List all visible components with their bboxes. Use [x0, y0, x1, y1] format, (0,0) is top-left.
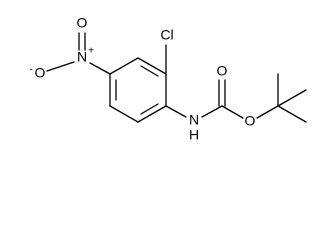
- atom-label: O: [217, 63, 228, 79]
- atom-label: Cl: [160, 27, 173, 43]
- bond: [277, 105, 307, 123]
- page: O - N + O Cl N H O O (() => { const data…: [29, 14, 307, 143]
- atom-label: O: [77, 15, 88, 31]
- bond: [165, 105, 187, 118]
- ring-bond: [137, 57, 167, 75]
- bond: [201, 105, 223, 118]
- charge: +: [88, 46, 94, 57]
- bond: [256, 105, 279, 119]
- atom-labels: O - N + O Cl N H O O: [29, 15, 255, 143]
- atom-label: N: [77, 49, 87, 65]
- bond: [89, 62, 111, 75]
- ring-bond: [109, 57, 139, 75]
- ring-bond: [137, 105, 167, 123]
- atom-label: O: [35, 65, 46, 81]
- charge: -: [29, 65, 32, 76]
- atom-label: O: [245, 113, 256, 129]
- bond: [277, 89, 307, 107]
- bonds: [46, 32, 307, 123]
- bond: [46, 61, 75, 72]
- structure: O - N + O Cl N H O O: [29, 15, 307, 143]
- ring-double-bond: [140, 65, 159, 77]
- ring-double-bond: [140, 103, 159, 115]
- atom-label: N: [189, 112, 199, 128]
- bond: [221, 105, 244, 119]
- atom-label: H: [189, 127, 199, 143]
- ring-bond: [109, 105, 139, 123]
